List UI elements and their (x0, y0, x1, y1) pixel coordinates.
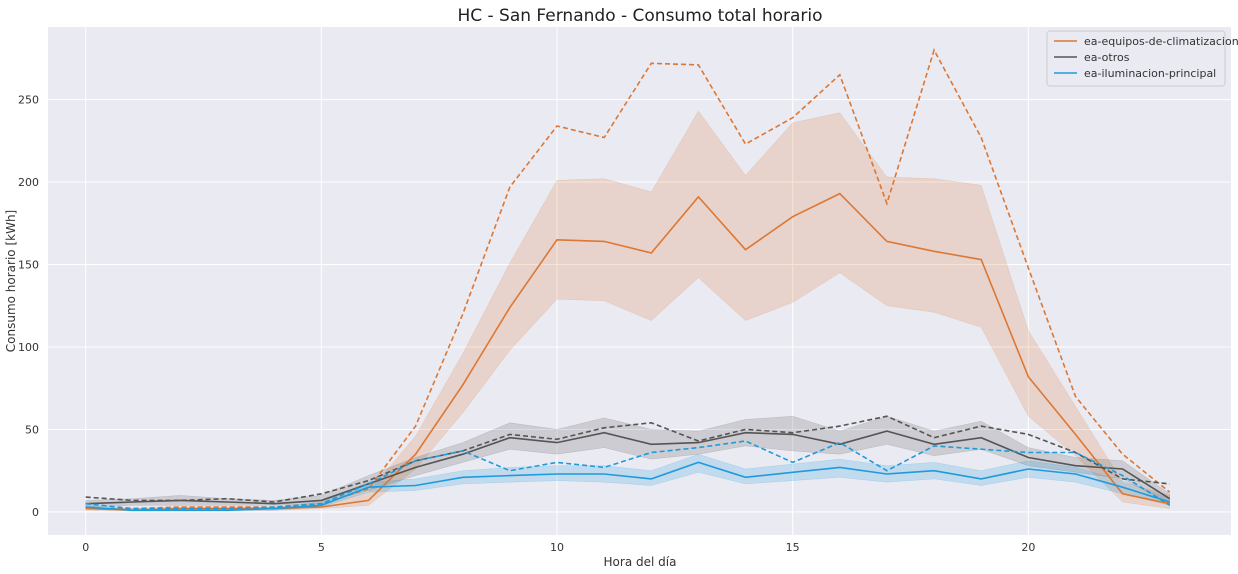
legend-label-otros: ea-otros (1084, 51, 1130, 64)
y-tick-label: 0 (32, 506, 39, 519)
series-lines (85, 48, 1171, 512)
chart-title: HC - San Fernando - Consumo total horari… (457, 6, 822, 26)
y-tick-label: 50 (25, 423, 39, 436)
mean-line-iluminacion (85, 461, 1170, 512)
x-axis-label: Hora del día (604, 555, 677, 569)
y-tick-label: 250 (18, 94, 39, 107)
legend: ea-equipos-de-climatizacion ea-otros ea-… (1046, 30, 1238, 87)
legend-label-climatizacion: ea-equipos-de-climatizacion (1084, 35, 1238, 48)
x-tick-label: 20 (1021, 541, 1035, 554)
y-tick-label: 150 (18, 259, 39, 272)
legend-box (1046, 30, 1226, 87)
x-tick-label: 10 (550, 541, 564, 554)
x-tick-labels: 0 5 10 15 20 (82, 541, 1035, 554)
grid-lines (48, 27, 1231, 535)
y-tick-label: 200 (18, 176, 39, 189)
y-axis-label: Consumo horario [kWh] (4, 210, 18, 352)
x-tick-label: 5 (318, 541, 325, 554)
band-climatizacion (85, 110, 1170, 511)
y-tick-labels: 0 50 100 150 200 250 (18, 94, 39, 519)
legend-label-iluminacion: ea-iluminacion-principal (1084, 67, 1216, 80)
max-line-otros (85, 415, 1170, 503)
x-tick-label: 15 (786, 541, 800, 554)
mean-line-otros (85, 430, 1171, 505)
x-tick-label: 0 (82, 541, 89, 554)
max-line-iluminacion (85, 440, 1171, 510)
y-tick-label: 100 (18, 341, 39, 354)
